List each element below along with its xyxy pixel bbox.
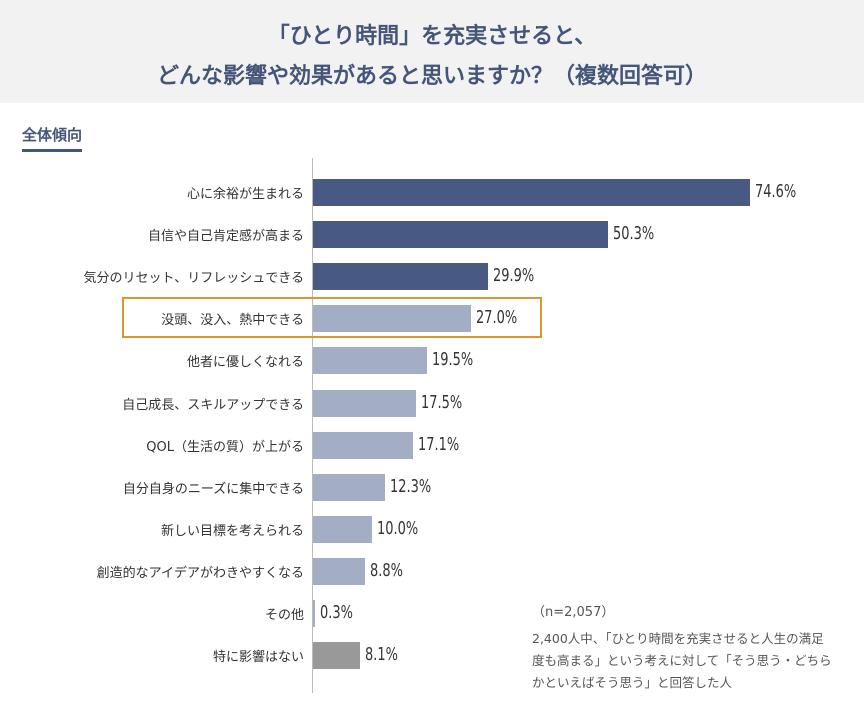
category-label: 特に影響はない	[212, 650, 304, 666]
bar	[313, 557, 365, 585]
bar	[313, 263, 489, 291]
category-label: 気分のリセット、リフレッシュできる	[83, 271, 304, 287]
data-label: 74.6%	[755, 181, 797, 202]
bar	[313, 600, 315, 627]
category-label: 自己成長、スキルアップできる	[122, 397, 304, 413]
data-label: 17.1%	[418, 433, 460, 455]
bar	[313, 221, 608, 249]
sample-size: （n=2,057）	[532, 605, 615, 620]
data-label: 10.0%	[376, 517, 418, 539]
chart-title-line-2: どんな影響や効果があると思いますか？（複数回答可）	[156, 64, 707, 89]
category-label: その他	[264, 608, 304, 623]
category-label: 創造的なアイデアがわきやすくなる	[96, 565, 304, 581]
category-label: 自信や自己肯定感が高まる	[147, 229, 304, 245]
footnote: 2,400人中、「ひとり時間を充実させると人生の満足度も高まる」という考えに対し…	[532, 631, 832, 690]
bar	[313, 389, 416, 417]
chart-subtitle: 全体傾向	[22, 124, 83, 152]
data-label: 50.3%	[612, 223, 654, 245]
data-label: 29.9%	[493, 265, 535, 287]
data-label: 8.8%	[369, 559, 403, 581]
data-label: 12.3%	[390, 475, 432, 497]
y-axis-line	[312, 158, 313, 693]
bar	[313, 347, 428, 375]
category-label: 没頭、没入、熱中できる	[161, 313, 304, 329]
data-label: 17.5%	[420, 391, 462, 413]
bar	[313, 473, 386, 501]
highlight-box	[122, 297, 542, 339]
title-banner: 「ひとり時間」を充実させると、 どんな影響や効果があると思いますか？（複数回答可…	[0, 0, 864, 103]
bar	[313, 515, 372, 543]
category-label: 新しい目標を考えられる	[160, 523, 304, 539]
category-label: 他者に優しくなれる	[186, 355, 304, 371]
data-label: 27.0%	[476, 307, 518, 329]
data-label: 19.5%	[432, 349, 474, 371]
bar	[313, 305, 472, 333]
category-label: 自分自身のニーズに集中できる	[122, 481, 304, 497]
bar	[313, 179, 750, 206]
category-label: 心に余裕が生まれる	[186, 187, 304, 202]
bar	[313, 431, 414, 459]
bar	[313, 642, 361, 670]
chart-title-line-1: 「ひとり時間」を充実させると、	[267, 24, 597, 49]
category-label: QOL（生活の質）が上がる	[146, 439, 304, 455]
data-label: 8.1%	[365, 644, 399, 666]
data-label: 0.3%	[320, 602, 353, 623]
